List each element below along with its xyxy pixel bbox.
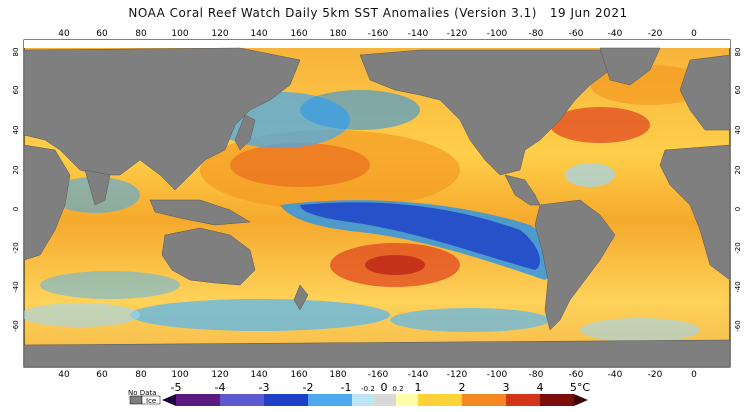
- colorbar-tick: -3: [259, 381, 270, 394]
- lon-tick-bottom: 100: [171, 370, 188, 380]
- lon-tick-top: -160: [368, 29, 389, 39]
- lon-tick-top: 80: [135, 29, 147, 39]
- colorbar-tick: 5°C: [570, 381, 590, 394]
- colorbar-tick: 1: [415, 381, 422, 394]
- lon-tick-top: 160: [290, 29, 307, 39]
- lon-tick-top: 0: [691, 29, 697, 39]
- colorbar-tick: 2: [459, 381, 466, 394]
- lat-tick-right: -20: [734, 242, 742, 253]
- colorbar-legend: No Data Ice -5 -4 -3 -2 -1 -0.2 0 0.2 1 …: [128, 381, 590, 406]
- lat-tick-right: -60: [734, 320, 742, 331]
- colorbar-tick: 3: [503, 381, 510, 394]
- lat-tick-left: 40: [12, 126, 20, 135]
- lon-axis-top: 40 60 80 100 120 140 160 180 -160 -140 -…: [58, 29, 697, 39]
- lat-tick-left: 20: [12, 166, 20, 175]
- lon-tick-top: -60: [569, 29, 584, 39]
- lon-tick-top: -40: [608, 29, 623, 39]
- lon-tick-top: 40: [58, 29, 70, 39]
- lon-axis-bottom: 40 60 80 100 120 140 160 180 -160 -140 -…: [58, 370, 697, 380]
- land-greenland: [599, 47, 661, 86]
- land-africa-east: [24, 144, 71, 261]
- ice-swatch: [141, 395, 161, 405]
- lat-tick-right: 40: [734, 126, 742, 135]
- lon-tick-bottom: -160: [368, 370, 389, 380]
- lat-tick-right: 20: [734, 166, 742, 175]
- lon-tick-bottom: 80: [135, 370, 147, 380]
- no-data-label: No Data: [128, 389, 156, 397]
- lon-tick-bottom: 180: [329, 370, 346, 380]
- land-new-zealand: [293, 284, 309, 311]
- land-india: [84, 169, 111, 206]
- lat-tick-left: 60: [12, 86, 20, 95]
- lat-tick-right: -40: [734, 281, 742, 292]
- lon-tick-bottom: -80: [529, 370, 544, 380]
- land-antarctica: [24, 339, 730, 367]
- lon-tick-bottom: 160: [290, 370, 307, 380]
- lat-axis-right: 80 60 40 20 0 -20 -40 -60: [734, 48, 742, 332]
- lat-axis-left: 80 60 40 20 0 -20 -40 -60: [12, 48, 20, 332]
- colorbar-tick: -4: [215, 381, 226, 394]
- lon-tick-bottom: -20: [648, 370, 663, 380]
- lon-tick-top: -100: [487, 29, 508, 39]
- ice-label: Ice: [146, 397, 156, 405]
- colorbar-tick: -0.2: [361, 385, 375, 393]
- lon-tick-bottom: 140: [250, 370, 267, 380]
- land-south-america: [534, 199, 616, 331]
- land-masses: [24, 47, 730, 367]
- lon-tick-bottom: -60: [569, 370, 584, 380]
- lat-tick-right: 80: [734, 48, 742, 57]
- lon-tick-bottom: -120: [447, 370, 468, 380]
- lon-tick-bottom: -40: [608, 370, 623, 380]
- lon-tick-top: -20: [648, 29, 663, 39]
- lon-tick-top: 120: [211, 29, 228, 39]
- land-japan: [234, 114, 256, 151]
- lon-tick-top: -120: [447, 29, 468, 39]
- colorbar-tick: -5: [171, 381, 182, 394]
- lon-tick-bottom: 40: [58, 370, 70, 380]
- land-indonesia: [149, 199, 251, 226]
- no-data-swatch: [129, 395, 143, 405]
- lat-tick-right: 0: [734, 207, 742, 211]
- lon-tick-bottom: -100: [487, 370, 508, 380]
- colorbar-tick: -1: [341, 381, 352, 394]
- lat-tick-right: 60: [734, 86, 742, 95]
- land-europe: [679, 54, 730, 131]
- colorbar-segments: [176, 394, 574, 406]
- lat-tick-left: -60: [12, 320, 20, 331]
- lon-tick-bottom: -140: [408, 370, 429, 380]
- lon-tick-top: -80: [529, 29, 544, 39]
- lon-tick-top: 100: [171, 29, 188, 39]
- lon-tick-bottom: 0: [691, 370, 697, 380]
- lat-tick-left: 0: [12, 207, 20, 211]
- colorbar-left-arrow: [162, 394, 176, 406]
- lon-tick-top: 180: [329, 29, 346, 39]
- land-africa-west: [659, 144, 730, 281]
- map-title: NOAA Coral Reef Watch Daily 5km SST Anom…: [128, 6, 628, 20]
- lon-tick-top: -140: [408, 29, 429, 39]
- lat-tick-left: -40: [12, 281, 20, 292]
- colorbar-tick: 0: [381, 381, 388, 394]
- land-australia: [161, 227, 256, 286]
- lon-tick-top: 140: [250, 29, 267, 39]
- lon-tick-top: 60: [96, 29, 108, 39]
- colorbar-tick: 0.2: [392, 385, 403, 393]
- colorbar-tick: 4: [537, 381, 544, 394]
- land-eurasia: [24, 47, 301, 191]
- lat-tick-left: 80: [12, 48, 20, 57]
- lon-tick-bottom: 120: [211, 370, 228, 380]
- lat-tick-left: -20: [12, 242, 20, 253]
- lon-tick-bottom: 60: [96, 370, 108, 380]
- colorbar-right-arrow: [574, 394, 588, 406]
- colorbar-tick: -2: [303, 381, 314, 394]
